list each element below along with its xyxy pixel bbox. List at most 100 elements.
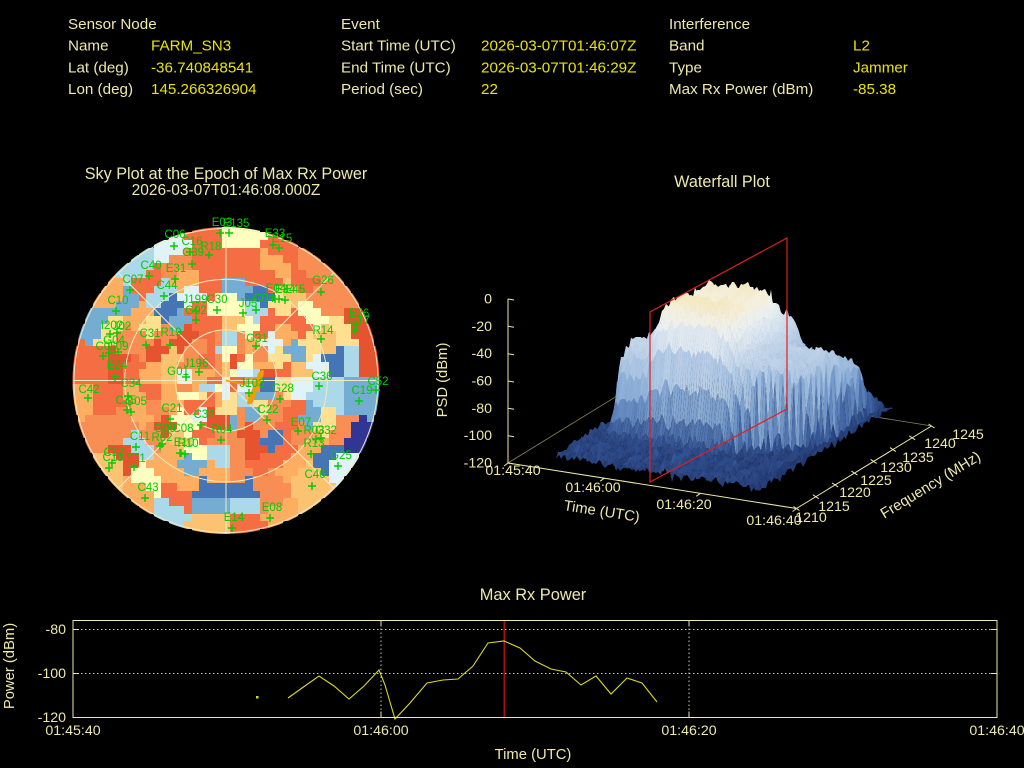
svg-text:C13: C13 — [102, 452, 123, 464]
svg-text:C52: C52 — [367, 376, 388, 388]
svg-text:E10: E10 — [174, 437, 194, 449]
svg-text:E11: E11 — [126, 453, 146, 465]
svg-text:E33: E33 — [265, 228, 285, 240]
svg-text:01:46:00: 01:46:00 — [565, 480, 620, 496]
svg-text:R18: R18 — [200, 241, 221, 253]
svg-text:G17: G17 — [348, 315, 370, 327]
svg-text:2026-03-07T01:46:08.000Z: 2026-03-07T01:46:08.000Z — [132, 182, 321, 199]
svg-text:E45: E45 — [285, 284, 305, 296]
svg-text:2026-03-07T01:46:07Z: 2026-03-07T01:46:07Z — [481, 38, 636, 55]
svg-text:Time (UTC): Time (UTC) — [495, 747, 572, 763]
svg-text:G39: G39 — [182, 247, 204, 259]
svg-text:Max Rx Power (dBm): Max Rx Power (dBm) — [669, 81, 813, 98]
svg-text:C46: C46 — [304, 469, 325, 481]
svg-text:C16: C16 — [181, 236, 202, 248]
svg-text:-80: -80 — [45, 622, 66, 638]
svg-text:C44: C44 — [156, 280, 178, 292]
svg-text:G25: G25 — [330, 450, 352, 462]
svg-text:-60: -60 — [471, 374, 492, 390]
svg-text:1235: 1235 — [902, 450, 934, 466]
svg-text:01:46:20: 01:46:20 — [661, 723, 716, 739]
svg-text:Max Rx Power: Max Rx Power — [480, 586, 587, 604]
svg-text:Sensor Node: Sensor Node — [68, 16, 157, 33]
svg-text:C22: C22 — [257, 404, 278, 416]
svg-text:R19: R19 — [160, 327, 181, 339]
svg-text:E135: E135 — [223, 218, 250, 230]
svg-text:-40: -40 — [471, 346, 492, 362]
svg-text:R02: R02 — [151, 432, 172, 444]
svg-text:E26: E26 — [349, 308, 369, 320]
svg-text:01:46:00: 01:46:00 — [353, 723, 408, 739]
svg-text:C42: C42 — [78, 384, 99, 396]
svg-text:-120: -120 — [464, 456, 493, 472]
svg-text:Start Time (UTC): Start Time (UTC) — [341, 38, 456, 55]
svg-text:Band: Band — [669, 38, 704, 55]
svg-text:C30: C30 — [206, 294, 227, 306]
svg-text:2026-03-07T01:46:29Z: 2026-03-07T01:46:29Z — [481, 60, 636, 77]
svg-text:01:46:20: 01:46:20 — [656, 497, 711, 513]
svg-text:End Time (UTC): End Time (UTC) — [341, 60, 451, 77]
svg-text:E07: E07 — [291, 417, 311, 429]
svg-text:C11: C11 — [130, 431, 150, 443]
svg-text:01:46:40: 01:46:40 — [746, 513, 801, 529]
svg-text:C10: C10 — [107, 295, 128, 307]
svg-text:-80: -80 — [471, 401, 492, 417]
svg-text:C05: C05 — [95, 341, 116, 353]
svg-text:C21: C21 — [161, 403, 182, 415]
svg-text:G01: G01 — [167, 366, 189, 378]
svg-text:Name: Name — [68, 38, 109, 55]
svg-text:-120: -120 — [38, 710, 67, 726]
svg-text:C19: C19 — [351, 385, 372, 397]
svg-text:Event: Event — [341, 16, 381, 33]
svg-text:145.266326904: 145.266326904 — [151, 81, 257, 98]
svg-text:G04: G04 — [103, 335, 125, 347]
svg-text:C43: C43 — [137, 482, 158, 494]
svg-text:1215: 1215 — [818, 499, 850, 515]
svg-text:FARM_SN3: FARM_SN3 — [151, 38, 231, 55]
svg-text:Waterfall Plot: Waterfall Plot — [674, 173, 770, 191]
svg-text:Type: Type — [669, 60, 702, 77]
svg-text:Interference: Interference — [669, 16, 750, 33]
svg-text:R04: R04 — [211, 424, 233, 436]
svg-text:G09: G09 — [154, 423, 176, 435]
svg-text:C31: C31 — [139, 328, 160, 340]
svg-text:Lon (deg): Lon (deg) — [68, 81, 133, 98]
svg-text:C34: C34 — [120, 378, 142, 390]
svg-text:J199: J199 — [183, 294, 208, 306]
svg-text:-36.740848541: -36.740848541 — [151, 60, 253, 77]
svg-text:01:46:40: 01:46:40 — [969, 723, 1024, 739]
svg-text:C07: C07 — [122, 274, 143, 286]
svg-text:G26: G26 — [312, 275, 334, 287]
svg-text:1230: 1230 — [880, 460, 912, 476]
svg-text:1245: 1245 — [952, 427, 984, 443]
svg-text:C04: C04 — [253, 293, 275, 305]
svg-text:-85.38: -85.38 — [853, 81, 896, 98]
svg-text:-100: -100 — [464, 428, 493, 444]
svg-text:1210: 1210 — [795, 510, 827, 526]
svg-text:L2: L2 — [853, 38, 870, 55]
svg-text:G28: G28 — [272, 383, 294, 395]
svg-text:C40: C40 — [140, 260, 161, 272]
svg-text:1240: 1240 — [924, 436, 956, 452]
svg-text:01:45:40: 01:45:40 — [485, 463, 540, 479]
svg-text:J196: J196 — [184, 358, 209, 370]
svg-text:E03: E03 — [212, 217, 232, 229]
svg-text:22: 22 — [481, 81, 498, 98]
svg-text:R13: R13 — [303, 438, 324, 450]
svg-text:-20: -20 — [471, 319, 492, 335]
svg-text:Lat (deg): Lat (deg) — [68, 60, 129, 77]
svg-text:0: 0 — [484, 292, 492, 308]
svg-text:C35: C35 — [115, 395, 136, 407]
svg-text:E31: E31 — [166, 263, 186, 275]
svg-text:C17: C17 — [103, 447, 124, 459]
svg-text:E08: E08 — [262, 502, 282, 514]
svg-text:Jammer: Jammer — [853, 60, 908, 77]
svg-text:E15: E15 — [272, 233, 292, 245]
svg-text:G31: G31 — [246, 333, 268, 345]
svg-text:R03: R03 — [303, 425, 324, 437]
svg-text:Period (sec): Period (sec) — [341, 81, 423, 98]
svg-text:Power (dBm): Power (dBm) — [2, 623, 18, 709]
svg-text:1225: 1225 — [860, 473, 892, 489]
svg-text:C38: C38 — [193, 409, 214, 421]
svg-text:R10: R10 — [177, 438, 198, 450]
